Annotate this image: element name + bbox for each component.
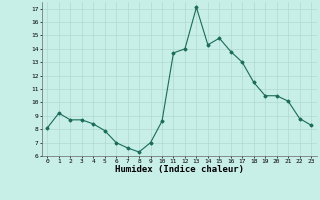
- X-axis label: Humidex (Indice chaleur): Humidex (Indice chaleur): [115, 165, 244, 174]
